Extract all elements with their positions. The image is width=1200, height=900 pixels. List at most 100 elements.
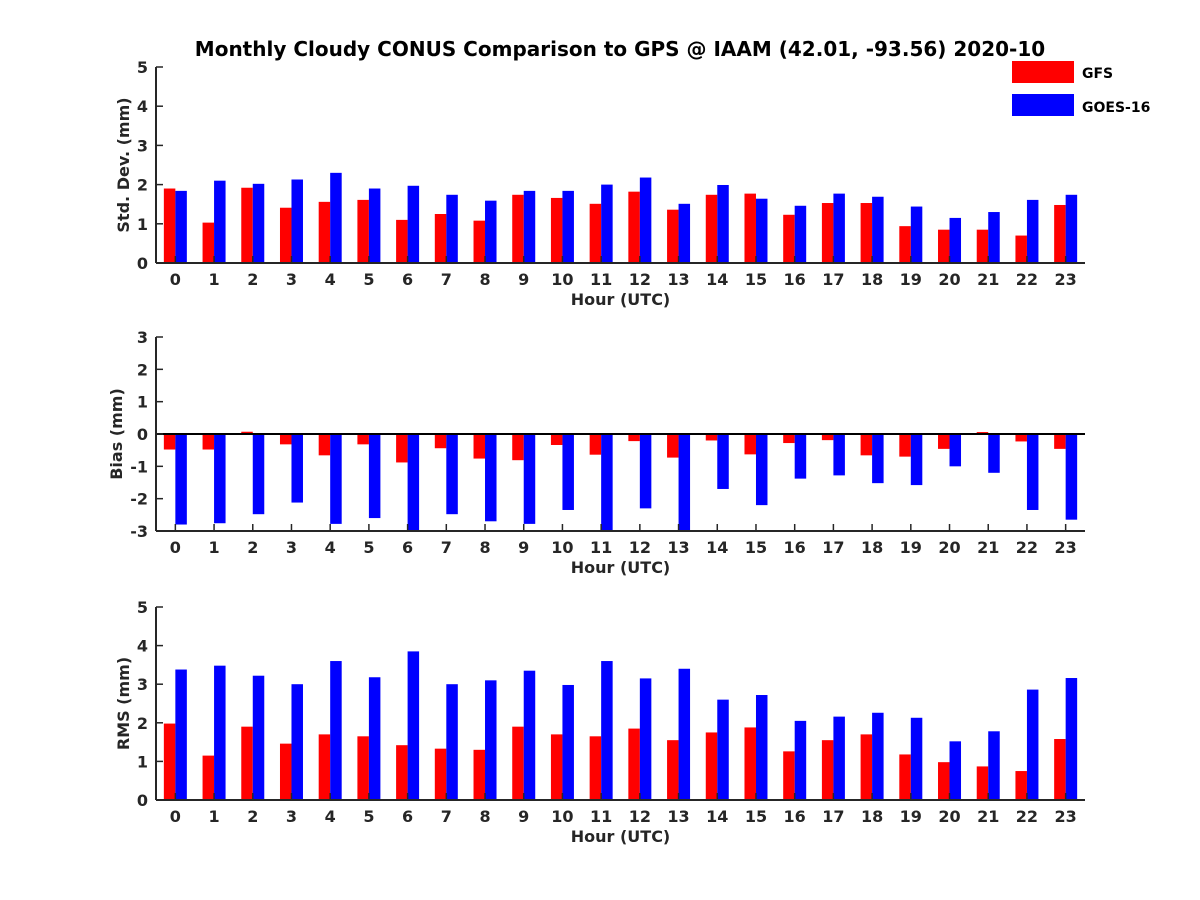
bar-std-dev-gfs-4: [318, 201, 331, 263]
bar-std-dev-gfs-13: [667, 209, 679, 263]
x-tick-label-bias: 10: [551, 538, 573, 557]
bar-bias-gfs-11: [589, 434, 602, 455]
x-tick-label-bias: 2: [247, 538, 258, 557]
bar-rms-gfs-17: [821, 740, 834, 800]
x-axis-label-rms: Hour (UTC): [571, 827, 671, 846]
bar-std-dev-gfs-12: [628, 191, 640, 263]
x-tick-label-rms: 14: [706, 807, 728, 826]
bar-bias-gfs-7: [434, 434, 447, 449]
x-tick-label-rms: 5: [363, 807, 374, 826]
y-tick-label-bias: 2: [137, 360, 148, 379]
y-tick-label-std-dev: 5: [137, 58, 148, 77]
x-tick-label-rms: 8: [479, 807, 490, 826]
bar-bias-goes16-4: [330, 434, 342, 524]
bar-bias-gfs-23: [1054, 434, 1066, 449]
x-tick-label-bias: 15: [745, 538, 767, 557]
bar-rms-goes16-10: [562, 684, 574, 800]
bar-std-dev-gfs-23: [1054, 204, 1066, 263]
bar-rms-gfs-20: [938, 762, 950, 800]
x-tick-label-std-dev: 13: [667, 270, 689, 289]
bar-bias-goes16-5: [368, 434, 381, 519]
bar-std-dev-goes16-21: [988, 212, 1000, 263]
bar-bias-goes16-12: [639, 434, 652, 509]
bar-bias-gfs-3: [279, 434, 292, 445]
x-tick-label-std-dev: 20: [938, 270, 960, 289]
bar-std-dev-goes16-10: [562, 190, 574, 263]
x-tick-label-std-dev: 16: [784, 270, 806, 289]
bar-std-dev-gfs-7: [434, 214, 447, 263]
bar-std-dev-goes16-15: [755, 198, 768, 263]
bar-bias-gfs-9: [512, 434, 524, 461]
bar-std-dev-gfs-20: [938, 229, 950, 263]
bar-std-dev-goes16-0: [175, 190, 187, 263]
bar-bias-gfs-20: [938, 434, 950, 449]
bar-std-dev-gfs-0: [163, 188, 176, 263]
x-tick-label-bias: 6: [402, 538, 413, 557]
y-tick-label-std-dev: 3: [137, 136, 148, 155]
x-axis-label-bias: Hour (UTC): [571, 558, 671, 577]
bar-bias-goes16-16: [794, 434, 807, 479]
x-tick-label-std-dev: 10: [551, 270, 573, 289]
x-tick-label-std-dev: 19: [900, 270, 922, 289]
bar-std-dev-goes16-18: [872, 196, 884, 263]
bar-rms-goes16-14: [717, 699, 729, 800]
bar-std-dev-goes16-2: [252, 183, 265, 263]
bar-rms-goes16-13: [678, 668, 691, 800]
x-tick-label-bias: 7: [441, 538, 452, 557]
bar-bias-gfs-8: [473, 434, 486, 459]
bar-bias-goes16-23: [1065, 434, 1078, 520]
x-tick-label-rms: 2: [247, 807, 258, 826]
x-tick-label-rms: 16: [784, 807, 806, 826]
y-tick-label-rms: 4: [137, 637, 148, 656]
x-tick-label-std-dev: 12: [629, 270, 651, 289]
x-tick-label-bias: 13: [667, 538, 689, 557]
x-tick-label-std-dev: 22: [1016, 270, 1038, 289]
bar-rms-goes16-6: [407, 651, 420, 800]
bar-std-dev-goes16-4: [330, 172, 342, 263]
y-tick-label-std-dev: 2: [137, 176, 148, 195]
bar-rms-goes16-11: [601, 661, 613, 800]
bar-rms-gfs-0: [163, 723, 176, 800]
bar-std-dev-goes16-6: [407, 185, 420, 263]
x-tick-label-std-dev: 17: [822, 270, 844, 289]
bar-bias-gfs-14: [705, 434, 718, 441]
x-tick-label-bias: 12: [629, 538, 651, 557]
bar-rms-goes16-17: [833, 716, 845, 800]
y-axis-label-rms: RMS (mm): [114, 657, 133, 750]
bar-rms-gfs-15: [744, 727, 756, 800]
bar-std-dev-goes16-14: [717, 184, 729, 263]
x-tick-label-bias: 8: [479, 538, 490, 557]
bar-rms-goes16-12: [639, 678, 652, 800]
x-tick-label-rms: 7: [441, 807, 452, 826]
x-tick-label-std-dev: 23: [1055, 270, 1077, 289]
bar-std-dev-gfs-11: [589, 203, 602, 263]
bar-rms-goes16-3: [291, 684, 303, 800]
bar-bias-gfs-12: [628, 434, 640, 442]
bar-std-dev-goes16-11: [601, 184, 613, 263]
bar-rms-gfs-7: [434, 748, 447, 800]
bar-bias-goes16-8: [485, 434, 497, 522]
x-tick-label-rms: 17: [822, 807, 844, 826]
bar-std-dev-goes16-8: [485, 200, 497, 263]
bar-rms-gfs-1: [202, 755, 215, 800]
x-tick-label-std-dev: 7: [441, 270, 452, 289]
x-tick-label-std-dev: 3: [286, 270, 297, 289]
bar-rms-gfs-23: [1054, 739, 1066, 800]
bar-bias-gfs-6: [396, 434, 408, 463]
bar-bias-gfs-0: [163, 434, 176, 450]
x-tick-label-bias: 11: [590, 538, 612, 557]
x-tick-label-rms: 4: [325, 807, 336, 826]
y-tick-label-bias: -1: [130, 457, 148, 476]
x-tick-label-std-dev: 2: [247, 270, 258, 289]
x-axis-label-std-dev: Hour (UTC): [571, 290, 671, 309]
bar-rms-gfs-2: [241, 726, 253, 800]
bar-std-dev-goes16-19: [910, 206, 923, 263]
bar-bias-goes16-7: [446, 434, 458, 515]
legend-swatch-goes16: [1012, 94, 1074, 116]
x-tick-label-rms: 19: [900, 807, 922, 826]
bar-std-dev-goes16-13: [678, 203, 691, 263]
bar-bias-goes16-18: [872, 434, 884, 484]
bar-std-dev-goes16-23: [1065, 194, 1078, 263]
